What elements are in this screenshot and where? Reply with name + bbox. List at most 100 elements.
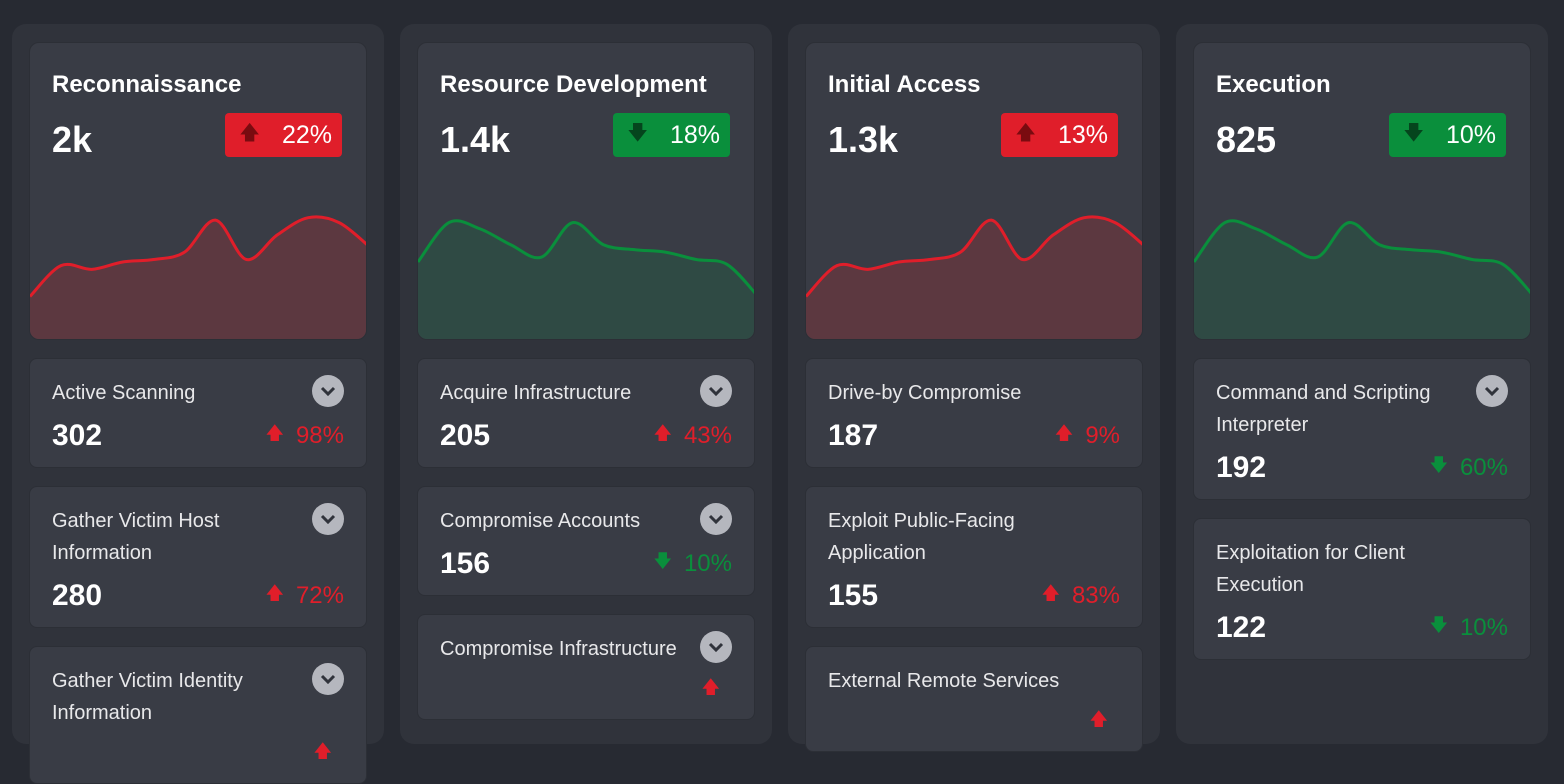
technique-name: Command and Scripting Interpreter xyxy=(1216,382,1431,436)
tactic-count: 1.3k xyxy=(828,119,899,160)
tactic-summary-card[interactable]: Resource Development 1.4k 🡇 18% xyxy=(417,42,755,340)
technique-trend: 🡅 43% xyxy=(653,421,732,451)
chevron-down-icon[interactable] xyxy=(1476,375,1508,407)
trend-percent: 22% xyxy=(281,120,332,149)
technique-percent: 83% xyxy=(1071,582,1120,609)
tactic-count: 1.4k xyxy=(440,119,511,160)
chevron-down-icon[interactable] xyxy=(700,503,732,535)
technique-count: 302 xyxy=(52,419,103,452)
technique-count: 205 xyxy=(440,419,491,452)
technique-trend: 🡅 xyxy=(701,675,732,705)
arrow-up-icon: 🡅 xyxy=(265,583,284,603)
trend-percent: 13% xyxy=(1057,120,1108,149)
technique-count: 187 xyxy=(828,419,879,452)
technique-trend: 🡇 60% xyxy=(1429,453,1508,483)
technique-percent: 10% xyxy=(1459,614,1508,641)
technique-name: Exploitation for Client Execution xyxy=(1216,542,1405,596)
sparkline-area xyxy=(806,216,1142,339)
trend-badge: 🡅 13% xyxy=(1001,113,1118,157)
tactic-summary-card[interactable]: Initial Access 1.3k 🡅 13% xyxy=(805,42,1143,340)
arrow-up-icon: 🡅 xyxy=(653,423,672,443)
technique-name: Gather Victim Host Information xyxy=(52,510,220,564)
arrow-up-icon: 🡅 xyxy=(701,677,720,697)
technique-trend: 🡅 83% xyxy=(1041,581,1120,611)
trend-badge: 🡅 22% xyxy=(225,113,342,157)
technique-trend: 🡇 10% xyxy=(653,549,732,579)
technique-trend: 🡅 xyxy=(313,739,344,769)
technique-card[interactable]: External Remote Services 🡅 xyxy=(805,646,1143,752)
technique-name: Active Scanning xyxy=(52,382,196,404)
chevron-down-icon[interactable] xyxy=(312,503,344,535)
trend-percent: 10% xyxy=(1445,120,1496,149)
arrow-up-icon: 🡅 xyxy=(1041,583,1060,603)
technique-count: 155 xyxy=(828,579,879,612)
technique-trend: 🡅 xyxy=(1089,707,1120,737)
technique-trend: 🡅 9% xyxy=(1055,421,1120,451)
tactic-column: Initial Access 1.3k 🡅 13% Drive-by Compro… xyxy=(788,24,1160,752)
trend-badge: 🡇 10% xyxy=(1389,113,1506,157)
chevron-down-icon[interactable] xyxy=(700,631,732,663)
tactic-count: 2k xyxy=(52,119,93,160)
technique-trend: 🡇 10% xyxy=(1429,613,1508,643)
technique-card[interactable]: Compromise Accounts 156 🡇 10% xyxy=(417,486,755,596)
technique-card[interactable]: Drive-by Compromise 187 🡅 9% xyxy=(805,358,1143,468)
arrow-up-icon: 🡅 xyxy=(239,122,260,144)
tactic-column: Resource Development 1.4k 🡇 18% Acquire I… xyxy=(400,24,772,744)
chevron-down-icon[interactable] xyxy=(700,375,732,407)
technique-card[interactable]: Active Scanning 302 🡅 98% xyxy=(29,358,367,468)
technique-card[interactable]: Gather Victim Identity Information 🡅 xyxy=(29,646,367,784)
technique-name: External Remote Services xyxy=(828,670,1060,692)
technique-percent: 9% xyxy=(1085,422,1120,449)
sparkline-chart xyxy=(418,219,754,339)
technique-card[interactable]: Acquire Infrastructure 205 🡅 43% xyxy=(417,358,755,468)
arrow-up-icon: 🡅 xyxy=(1089,709,1108,729)
technique-card[interactable]: Exploit Public-Facing Application 155 🡅 … xyxy=(805,486,1143,628)
technique-percent: 60% xyxy=(1459,454,1508,481)
tactic-column: Execution 825 🡇 10% Command and Scripting… xyxy=(1176,24,1548,744)
sparkline-area xyxy=(418,220,754,339)
arrow-up-icon: 🡅 xyxy=(1054,423,1074,443)
arrow-down-icon: 🡇 xyxy=(627,122,648,144)
sparkline-chart xyxy=(1194,219,1530,339)
technique-trend: 🡅 72% xyxy=(265,581,344,611)
chevron-down-icon[interactable] xyxy=(312,375,344,407)
arrow-down-icon: 🡇 xyxy=(1429,615,1448,635)
arrow-up-icon: 🡅 xyxy=(313,741,332,761)
technique-name: Compromise Infrastructure xyxy=(440,638,677,660)
arrow-down-icon: 🡇 xyxy=(653,551,672,571)
arrow-down-icon: 🡇 xyxy=(1403,122,1424,144)
chevron-down-icon[interactable] xyxy=(312,663,344,695)
technique-name: Acquire Infrastructure xyxy=(440,382,632,404)
technique-card[interactable]: Gather Victim Host Information 280 🡅 72% xyxy=(29,486,367,628)
trend-badge: 🡇 18% xyxy=(613,113,730,157)
sparkline-line xyxy=(806,215,1142,298)
technique-card[interactable]: Exploitation for Client Execution 122 🡇 … xyxy=(1193,518,1531,660)
tactic-count: 825 xyxy=(1216,119,1277,160)
technique-percent: 72% xyxy=(295,582,344,609)
tactic-column: Reconnaissance 2k 🡅 22% Active Scanning 3… xyxy=(12,24,384,784)
trend-percent: 18% xyxy=(669,120,720,149)
tactic-title: Initial Access xyxy=(828,71,981,98)
technique-percent: 43% xyxy=(683,422,732,449)
technique-percent: 98% xyxy=(295,422,344,449)
sparkline-line xyxy=(1194,219,1530,295)
technique-name: Compromise Accounts xyxy=(440,510,641,532)
technique-count: 192 xyxy=(1216,451,1267,484)
tactic-title: Execution xyxy=(1216,71,1331,98)
sparkline-chart xyxy=(806,215,1142,339)
arrow-up-icon: 🡅 xyxy=(1015,122,1036,144)
technique-name: Exploit Public-Facing Application xyxy=(828,510,1015,564)
sparkline-area xyxy=(30,216,366,339)
technique-card[interactable]: Compromise Infrastructure 🡅 xyxy=(417,614,755,720)
technique-trend: 🡅 98% xyxy=(265,421,344,451)
technique-name: Drive-by Compromise xyxy=(828,382,1022,404)
technique-percent: 10% xyxy=(683,550,732,577)
technique-name: Gather Victim Identity Information xyxy=(52,670,243,724)
technique-card[interactable]: Command and Scripting Interpreter 192 🡇 … xyxy=(1193,358,1531,500)
tactic-summary-card[interactable]: Execution 825 🡇 10% xyxy=(1193,42,1531,340)
tactic-summary-card[interactable]: Reconnaissance 2k 🡅 22% xyxy=(29,42,367,340)
sparkline-line xyxy=(418,219,754,295)
sparkline-chart xyxy=(30,215,366,339)
tactic-title: Resource Development xyxy=(440,71,707,98)
arrow-up-icon: 🡅 xyxy=(265,423,284,443)
